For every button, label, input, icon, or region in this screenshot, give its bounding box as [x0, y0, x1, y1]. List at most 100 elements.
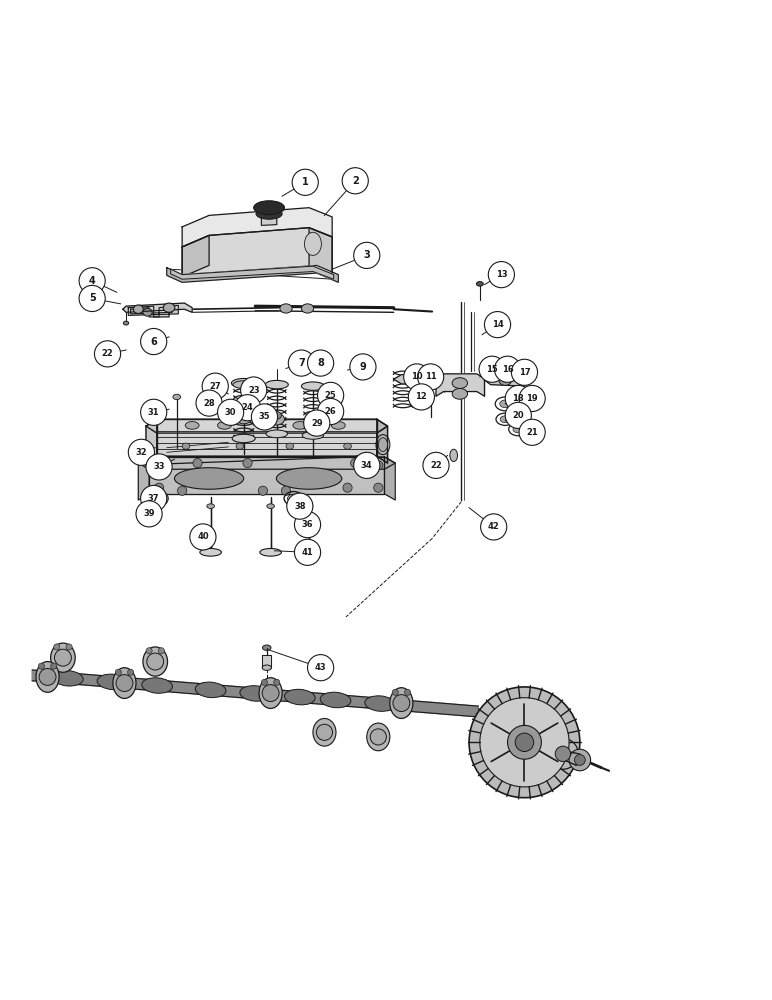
Polygon shape — [485, 375, 530, 386]
Ellipse shape — [266, 380, 288, 389]
Circle shape — [136, 501, 162, 527]
Ellipse shape — [293, 422, 306, 429]
Circle shape — [196, 390, 222, 416]
Circle shape — [515, 733, 533, 752]
Text: 41: 41 — [302, 548, 313, 557]
Ellipse shape — [142, 678, 172, 693]
Ellipse shape — [116, 675, 133, 692]
Circle shape — [547, 738, 578, 769]
Circle shape — [519, 419, 545, 445]
Circle shape — [146, 648, 152, 654]
Circle shape — [354, 452, 380, 478]
Circle shape — [418, 364, 444, 390]
Circle shape — [507, 725, 541, 759]
Circle shape — [405, 689, 411, 695]
Circle shape — [343, 483, 352, 492]
Text: 21: 21 — [527, 428, 538, 437]
Polygon shape — [130, 306, 172, 317]
Text: 9: 9 — [360, 362, 366, 372]
Ellipse shape — [239, 410, 249, 418]
Circle shape — [39, 663, 45, 669]
Text: 24: 24 — [242, 403, 253, 412]
Circle shape — [350, 458, 360, 468]
Circle shape — [128, 439, 154, 465]
Circle shape — [51, 663, 57, 669]
Circle shape — [505, 385, 531, 412]
Circle shape — [485, 312, 510, 338]
Text: 38: 38 — [294, 502, 306, 511]
Ellipse shape — [143, 308, 152, 316]
Polygon shape — [182, 228, 332, 277]
Circle shape — [374, 461, 383, 470]
Circle shape — [303, 410, 330, 436]
Circle shape — [494, 356, 520, 382]
Ellipse shape — [476, 282, 483, 286]
Circle shape — [294, 512, 320, 538]
Ellipse shape — [267, 504, 275, 508]
Circle shape — [154, 492, 168, 505]
Text: 39: 39 — [144, 509, 155, 518]
Circle shape — [262, 679, 268, 685]
Text: 42: 42 — [488, 522, 499, 531]
Ellipse shape — [200, 548, 222, 556]
Polygon shape — [149, 457, 384, 494]
Circle shape — [141, 399, 167, 425]
Ellipse shape — [308, 413, 317, 421]
Ellipse shape — [450, 449, 458, 462]
Circle shape — [94, 341, 120, 367]
Circle shape — [505, 402, 531, 428]
Circle shape — [292, 169, 318, 195]
Polygon shape — [262, 655, 272, 668]
Ellipse shape — [499, 400, 511, 408]
Ellipse shape — [164, 303, 174, 312]
Text: 10: 10 — [411, 372, 422, 381]
Polygon shape — [32, 670, 479, 717]
Circle shape — [354, 242, 380, 268]
Text: 16: 16 — [502, 365, 513, 374]
Circle shape — [307, 655, 334, 681]
Circle shape — [115, 669, 121, 675]
Circle shape — [66, 644, 72, 650]
Text: 36: 36 — [302, 520, 313, 529]
Ellipse shape — [256, 208, 282, 219]
Text: 2: 2 — [352, 176, 359, 186]
Ellipse shape — [195, 682, 226, 698]
Polygon shape — [138, 457, 395, 469]
Polygon shape — [171, 266, 334, 279]
Polygon shape — [128, 305, 178, 317]
Text: 35: 35 — [259, 412, 270, 421]
Circle shape — [202, 373, 229, 399]
Ellipse shape — [287, 494, 300, 503]
Ellipse shape — [305, 416, 320, 427]
Text: 43: 43 — [315, 663, 327, 672]
Circle shape — [469, 687, 580, 798]
Circle shape — [146, 454, 172, 480]
Circle shape — [569, 749, 591, 771]
Polygon shape — [377, 419, 388, 463]
Ellipse shape — [304, 232, 321, 255]
Polygon shape — [262, 215, 277, 225]
Ellipse shape — [302, 432, 323, 439]
Circle shape — [79, 285, 105, 312]
Ellipse shape — [232, 378, 256, 388]
Ellipse shape — [393, 695, 410, 712]
Ellipse shape — [344, 443, 351, 449]
Ellipse shape — [513, 403, 523, 409]
Circle shape — [392, 689, 398, 695]
Ellipse shape — [317, 724, 333, 740]
Text: 14: 14 — [492, 320, 503, 329]
Ellipse shape — [260, 548, 281, 556]
Ellipse shape — [286, 443, 293, 449]
Polygon shape — [146, 426, 388, 465]
Ellipse shape — [371, 729, 386, 745]
Circle shape — [259, 486, 268, 495]
Ellipse shape — [305, 504, 313, 508]
Ellipse shape — [390, 688, 413, 718]
Circle shape — [317, 382, 344, 408]
Circle shape — [307, 350, 334, 376]
Text: 25: 25 — [325, 391, 337, 400]
Text: 4: 4 — [89, 276, 96, 286]
Text: 19: 19 — [527, 394, 538, 403]
Circle shape — [317, 398, 344, 425]
Text: 11: 11 — [425, 372, 436, 381]
